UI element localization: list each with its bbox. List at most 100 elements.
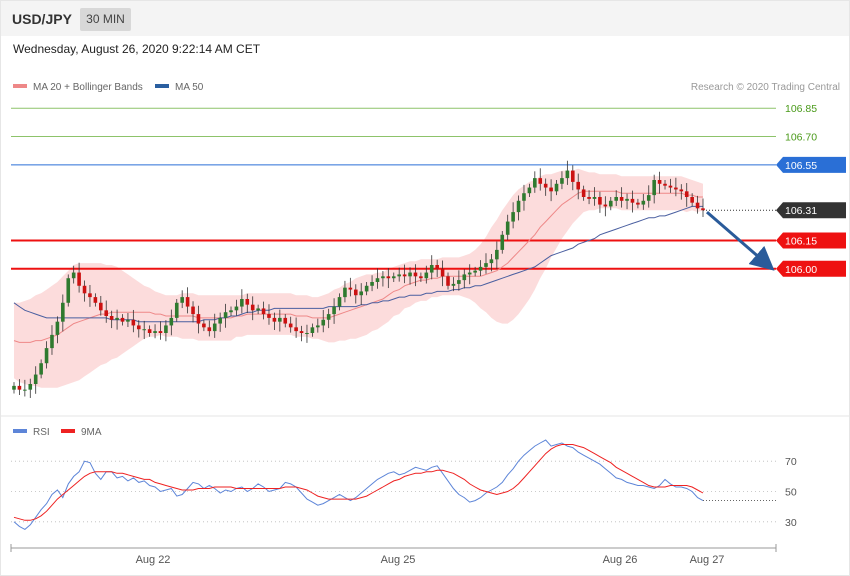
candle	[701, 198, 705, 218]
candle-body	[109, 316, 114, 320]
candle	[619, 187, 624, 208]
candle-body	[223, 312, 228, 318]
candle	[402, 264, 407, 284]
candle-body	[294, 327, 298, 332]
candle-body	[191, 306, 195, 315]
candle-body	[657, 180, 662, 184]
candle	[457, 270, 461, 291]
candle-body	[592, 197, 597, 199]
candle-body	[326, 314, 331, 320]
candle	[267, 304, 271, 325]
candle-body	[321, 319, 326, 326]
candle	[603, 196, 608, 217]
attribution: Research © 2020 Trading Central	[691, 82, 840, 93]
candle	[261, 301, 266, 320]
candle	[326, 308, 331, 329]
x-axis: Aug 22 Aug 25 Aug 26 Aug 27	[10, 544, 777, 566]
candle-body	[478, 266, 483, 271]
timeframe-button[interactable]: 30 MIN	[80, 8, 131, 31]
candle	[245, 293, 250, 313]
candle-body	[397, 274, 401, 277]
candle-body	[240, 299, 244, 307]
candle	[104, 300, 109, 323]
candle-body	[104, 310, 109, 316]
candle-body	[614, 197, 618, 201]
candle	[223, 303, 228, 328]
level-tag-106-31	[776, 202, 846, 219]
candle-body	[679, 189, 684, 192]
candle-body	[364, 285, 369, 292]
candle	[131, 309, 136, 333]
candle-body	[424, 272, 429, 279]
candle-body	[554, 183, 559, 192]
candle	[316, 318, 320, 333]
candle-body	[305, 333, 309, 334]
candle-body	[690, 197, 694, 203]
candle-body	[343, 287, 347, 298]
candle	[674, 177, 678, 197]
candle	[391, 272, 396, 282]
candle-body	[66, 278, 71, 303]
candle-body	[126, 319, 130, 322]
candle	[23, 379, 27, 397]
candle	[446, 272, 450, 290]
datetime-label: Wednesday, August 26, 2020 9:22:14 AM CE…	[13, 42, 261, 56]
candle-body	[565, 170, 570, 179]
candle	[500, 231, 505, 254]
candle-body	[71, 272, 76, 279]
candle	[565, 160, 570, 185]
level-label-106-15: 106.15	[785, 235, 817, 247]
candle-body	[625, 198, 629, 201]
candle	[646, 185, 651, 208]
candle	[310, 323, 315, 337]
candle-body	[435, 265, 439, 269]
candle	[364, 282, 369, 296]
candle-body	[180, 297, 184, 303]
candle	[419, 272, 423, 282]
candle-body	[549, 187, 553, 192]
candle-body	[581, 189, 586, 197]
candle-body	[39, 363, 43, 375]
candle	[413, 264, 418, 287]
candle-body	[17, 385, 22, 390]
candle	[516, 195, 521, 221]
candle	[343, 280, 347, 303]
candle	[283, 314, 288, 328]
candle	[511, 202, 515, 229]
candle-body	[489, 259, 494, 264]
candle	[641, 193, 646, 210]
candle-body	[283, 317, 288, 324]
candle	[353, 284, 358, 304]
legend-label-rsi: RSI	[33, 427, 50, 438]
candle-body	[316, 325, 320, 328]
candle	[630, 190, 635, 213]
level-tag-106-00	[776, 260, 846, 277]
candle	[625, 193, 629, 210]
candle	[218, 312, 222, 332]
candle	[305, 324, 309, 343]
candle	[99, 295, 103, 316]
candle	[115, 309, 119, 330]
level-label-106-85: 106.85	[785, 103, 817, 115]
candle	[180, 290, 184, 309]
candle-body	[375, 278, 380, 282]
candle	[386, 268, 391, 289]
candle-body	[576, 181, 581, 190]
legend-swatch-rsi	[13, 429, 27, 433]
candle	[202, 319, 206, 332]
candle-body	[353, 289, 358, 296]
candle	[576, 173, 581, 200]
legend-swatch-ma50	[155, 84, 169, 88]
candle	[321, 309, 326, 333]
candle	[77, 262, 81, 293]
candle	[142, 320, 147, 340]
candle-body	[33, 374, 38, 384]
candle-body	[44, 348, 49, 364]
candle	[473, 266, 477, 277]
forecast-arrow	[706, 210, 775, 271]
candle	[288, 316, 293, 333]
candle	[440, 260, 445, 287]
candle-body	[641, 200, 646, 205]
candle-body	[272, 317, 277, 322]
candles	[12, 160, 705, 398]
